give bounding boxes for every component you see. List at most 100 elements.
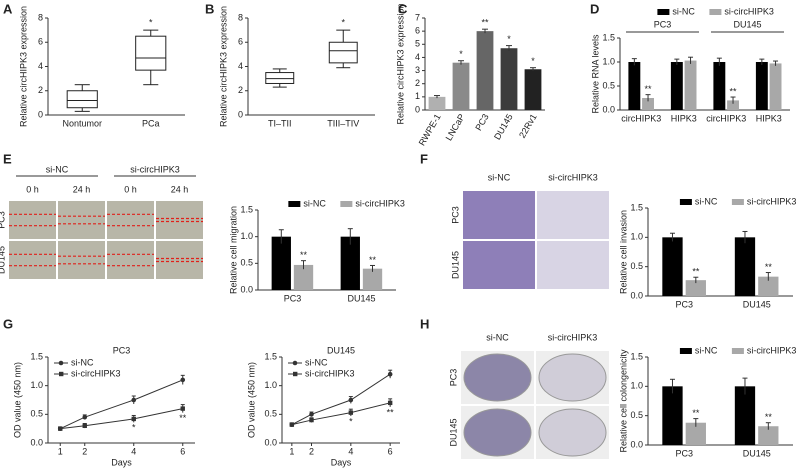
transwell-photo	[463, 241, 535, 289]
column-header: si-circHIPK3	[548, 172, 598, 182]
x-tick-label: DU145	[743, 448, 771, 458]
bar	[452, 62, 470, 110]
x-tick-label: 4	[348, 446, 353, 456]
y-axis-label: Relative RNA levels	[590, 34, 600, 114]
point	[82, 423, 87, 428]
y-tick-label: 1.5	[630, 351, 643, 361]
x-tick-label: HIPK3	[756, 113, 782, 123]
point	[180, 406, 185, 411]
y-tick-label: 0.0	[630, 290, 643, 300]
scratch-photo	[156, 201, 203, 239]
scratch-photo	[9, 201, 56, 239]
legend-swatch	[731, 199, 744, 205]
y-tick-label: 1.0	[630, 381, 643, 391]
point	[82, 414, 88, 420]
bar	[628, 62, 641, 110]
significance: *	[531, 56, 535, 66]
x-tick-label: circHIPK3	[621, 113, 661, 123]
scratch-photo	[58, 241, 105, 279]
legend-swatch	[709, 9, 722, 15]
y-tick-label: 6	[38, 37, 43, 47]
transwell-photo	[537, 241, 609, 289]
transwell-photo	[537, 191, 609, 239]
y-tick-label: 0.0	[264, 437, 277, 447]
y-axis-label: Relative cell colongenicity	[618, 349, 628, 453]
y-tick-label: 4	[38, 61, 43, 71]
x-tick-label: PC3	[473, 112, 490, 132]
x-tick-label: DU145	[743, 299, 771, 309]
bar	[340, 236, 360, 290]
legend-label: si-NC	[695, 345, 718, 355]
box	[265, 72, 295, 84]
y-tick-label: 1.5	[602, 32, 615, 42]
bar	[734, 386, 756, 445]
x-tick-label: HIPK3	[671, 113, 697, 123]
series-line	[291, 402, 391, 426]
column-header: si-circHIPK3	[130, 164, 180, 174]
significance: **	[765, 412, 773, 422]
row-label: DU145	[450, 251, 460, 279]
point	[58, 426, 63, 431]
column-header: si-NC	[488, 172, 511, 182]
bar	[476, 31, 494, 111]
x-tick-label: 1	[289, 446, 294, 456]
point	[348, 397, 354, 403]
y-tick-label: 0.5	[630, 410, 643, 420]
bar	[769, 63, 782, 110]
y-axis-label: OD value (450 nm)	[12, 362, 22, 438]
y-tick-label: 8	[38, 12, 43, 22]
significance: **	[300, 250, 308, 260]
bar	[685, 280, 706, 296]
x-tick-label: 6	[388, 446, 393, 456]
legend-label: si-circHIPK3	[747, 345, 797, 355]
row-label: DU145	[0, 246, 6, 274]
panel-letter: C	[398, 1, 408, 16]
legend-marker	[292, 360, 298, 366]
x-tick-label: Nontumor	[62, 118, 102, 128]
y-tick-label: 6	[238, 37, 243, 47]
y-tick-label: 0.0	[240, 284, 253, 294]
legend-label: si-circHIPK3	[71, 368, 121, 378]
y-tick-label: 0	[238, 109, 243, 119]
panel-letter: A	[3, 1, 13, 16]
box	[66, 90, 98, 109]
point	[387, 371, 393, 377]
panel-letter: F	[420, 151, 428, 166]
legend-marker	[58, 360, 64, 366]
point	[348, 410, 354, 415]
y-tick-label: 0.5	[602, 80, 615, 90]
column-header: si-NC	[46, 164, 69, 174]
significance: *	[149, 18, 153, 28]
x-tick-label: 22Rv1	[517, 112, 539, 140]
chart-title: PC3	[113, 345, 131, 355]
y-tick-label: 1.0	[30, 380, 43, 390]
bar	[662, 386, 683, 445]
bar	[500, 48, 518, 110]
y-tick-label: 0	[415, 104, 420, 114]
box	[328, 41, 358, 64]
time-label: 0 h	[26, 184, 39, 194]
y-tick-label: 1.0	[240, 231, 253, 241]
series-line	[291, 373, 391, 426]
x-tick-label: PC3	[675, 448, 693, 458]
legend-label: si-circHIPK3	[305, 368, 355, 378]
legend-label: si-circHIPK3	[355, 198, 405, 208]
x-axis-label: Days	[111, 457, 132, 467]
legend-marker	[59, 371, 64, 377]
transwell-photo	[463, 191, 535, 239]
y-tick-label: 8	[238, 12, 243, 22]
legend-label: si-NC	[305, 357, 328, 367]
bar	[734, 237, 756, 296]
y-tick-label: 0.5	[264, 409, 277, 419]
point	[309, 412, 314, 417]
significance: **	[369, 255, 377, 265]
significance: **	[692, 267, 700, 277]
y-tick-label: 1	[415, 91, 420, 101]
group-label: PC3	[654, 19, 672, 29]
y-tick-label: 0.5	[240, 258, 253, 268]
x-tick-label: LNCaP	[444, 112, 467, 142]
x-tick-label: DU145	[347, 293, 375, 303]
significance: **	[387, 407, 395, 417]
column-header: si-NC	[486, 332, 509, 342]
